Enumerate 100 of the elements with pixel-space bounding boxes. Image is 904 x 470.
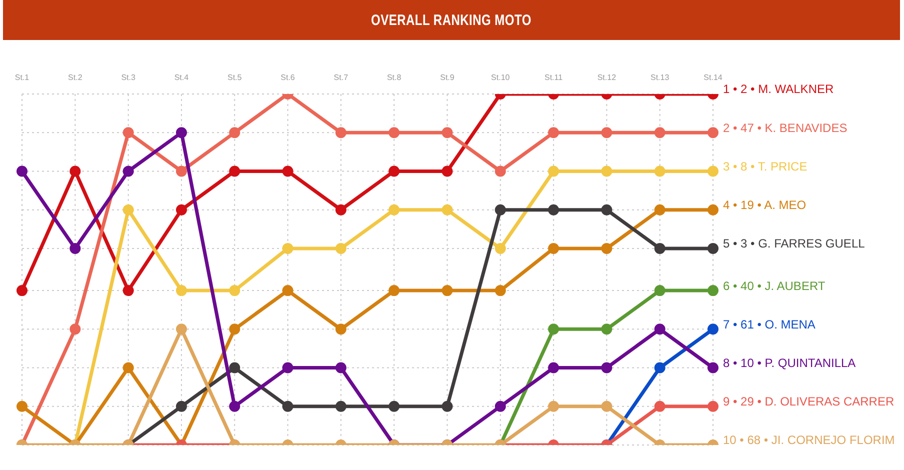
- point: [388, 166, 400, 177]
- chart-title: OVERALL RANKING MOTO: [371, 12, 532, 28]
- point: [176, 324, 187, 335]
- point: [601, 362, 612, 374]
- point: [388, 400, 400, 412]
- point: [654, 285, 666, 296]
- point: [70, 324, 81, 335]
- point: [335, 400, 346, 412]
- point: [494, 204, 506, 216]
- series-label: 6 • 40 • J. AUBERT: [723, 278, 826, 293]
- point: [282, 400, 294, 412]
- point: [708, 166, 718, 177]
- point: [335, 127, 346, 138]
- point: [494, 285, 506, 296]
- series-label: 2 • 47 • K. BENAVIDES: [723, 120, 848, 135]
- x-tick-label: St.1: [14, 73, 30, 82]
- point: [548, 362, 560, 374]
- point: [708, 362, 718, 374]
- point: [708, 204, 718, 216]
- series-label: 1 • 2 • M. WALKNER: [723, 82, 834, 96]
- point: [16, 166, 28, 177]
- point: [654, 242, 666, 254]
- point: [601, 324, 612, 335]
- point: [70, 242, 81, 254]
- point: [282, 285, 294, 296]
- point: [548, 204, 560, 216]
- point: [16, 400, 28, 412]
- point: [548, 242, 560, 254]
- point: [335, 242, 346, 254]
- point: [229, 324, 240, 335]
- x-tick-label: St.3: [121, 73, 136, 82]
- point: [229, 166, 240, 177]
- point: [601, 400, 612, 412]
- point: [442, 127, 453, 138]
- x-tick-label: St.6: [280, 73, 296, 82]
- point: [388, 285, 400, 296]
- point: [654, 324, 666, 335]
- x-tick-label: St.7: [334, 73, 349, 82]
- point: [442, 166, 453, 177]
- point: [229, 400, 240, 412]
- point: [122, 166, 134, 177]
- x-tick-label: St.11: [544, 73, 564, 82]
- point: [708, 242, 718, 254]
- point: [16, 285, 28, 296]
- point: [601, 204, 612, 216]
- x-tick-label: St.2: [68, 73, 83, 82]
- point: [494, 400, 506, 412]
- point: [335, 204, 346, 216]
- series-label: 3 • 8 • T. PRICE: [723, 159, 808, 174]
- point: [388, 127, 400, 138]
- x-tick-label: St.14: [704, 73, 723, 82]
- point: [654, 166, 666, 177]
- x-tick-label: St.12: [597, 73, 617, 82]
- point: [601, 127, 612, 138]
- series-label: 10 • 68 • JI. CORNEJO FLORIM: [723, 433, 895, 448]
- point: [548, 166, 560, 177]
- point: [335, 324, 346, 335]
- point: [176, 127, 187, 138]
- point: [654, 127, 666, 138]
- series-label: 5 • 3 • G. FARRES GUELL: [723, 236, 866, 251]
- point: [70, 166, 81, 177]
- point: [708, 127, 718, 138]
- point: [442, 285, 453, 296]
- point: [708, 324, 718, 335]
- point: [335, 362, 346, 374]
- point: [122, 127, 134, 138]
- point: [122, 362, 134, 374]
- point: [708, 285, 718, 296]
- point: [654, 204, 666, 216]
- point: [708, 400, 718, 412]
- x-tick-label: St.10: [491, 73, 510, 82]
- point: [282, 166, 294, 177]
- point: [601, 166, 612, 177]
- point: [494, 242, 506, 254]
- x-tick-label: St.5: [228, 73, 242, 82]
- point: [176, 285, 187, 296]
- point: [548, 127, 560, 138]
- point: [176, 400, 187, 412]
- point: [122, 204, 134, 216]
- point: [229, 127, 240, 138]
- point: [494, 166, 506, 177]
- point: [122, 285, 134, 296]
- point: [442, 400, 453, 412]
- point: [388, 204, 400, 216]
- point: [229, 362, 240, 374]
- point: [176, 204, 187, 216]
- point: [548, 324, 560, 335]
- point: [654, 362, 666, 374]
- x-tick-label: St.4: [174, 73, 190, 82]
- point: [442, 204, 453, 216]
- point: [654, 400, 666, 412]
- point: [282, 362, 294, 374]
- point: [601, 242, 612, 254]
- series-label: 7 • 61 • O. MENA: [723, 317, 816, 332]
- x-tick-label: St.9: [440, 73, 455, 82]
- series-label: 4 • 19 • A. MEO: [723, 198, 806, 212]
- x-tick-label: St.8: [386, 73, 402, 82]
- point: [229, 285, 240, 296]
- series-label: 8 • 10 • P. QUINTANILLA: [723, 356, 856, 370]
- x-tick-label: St.13: [650, 73, 670, 82]
